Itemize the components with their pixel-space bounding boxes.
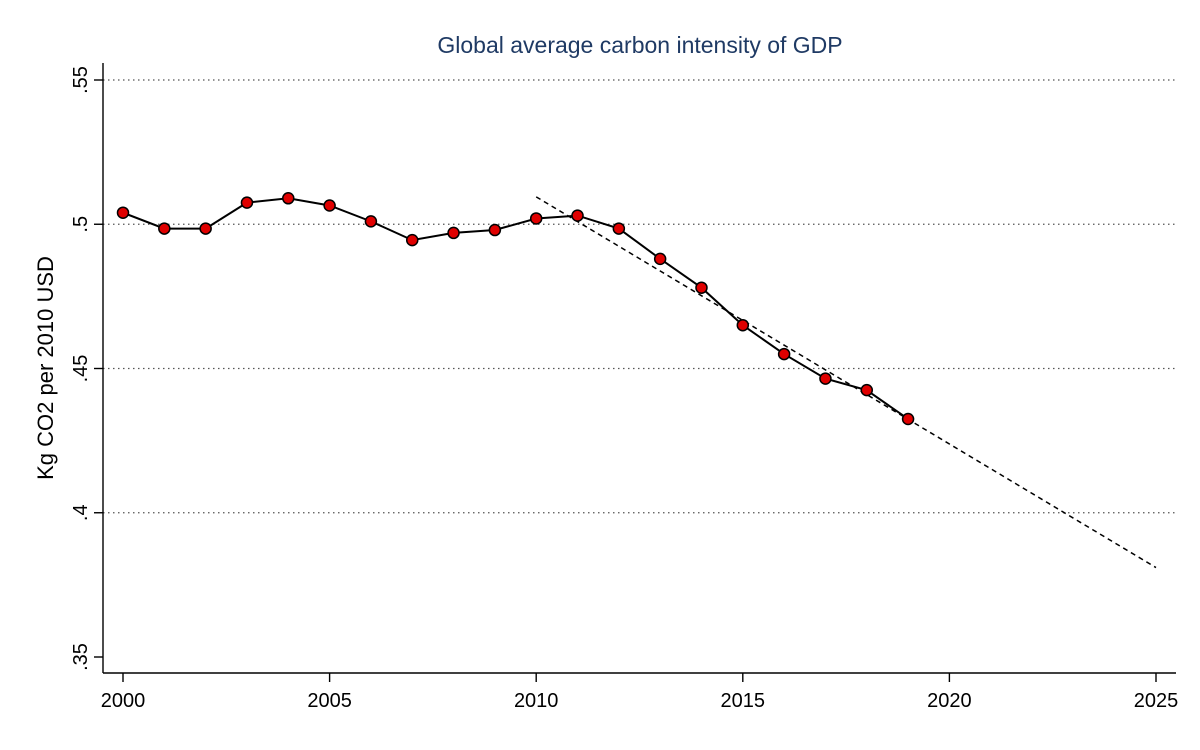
- data-point-2017: [819, 372, 832, 385]
- trend-line: [535, 196, 1157, 569]
- data-point-2000: [116, 206, 130, 219]
- data-point-2011: [571, 209, 584, 222]
- chart-title: Global average carbon intensity of GDP: [437, 32, 842, 58]
- data-point-2010: [529, 212, 543, 225]
- trend-layer: [535, 196, 1157, 569]
- data-point-2001: [158, 222, 171, 235]
- series-layer: [122, 197, 909, 420]
- y-axis-label: Kg CO2 per 2010 USD: [33, 256, 58, 480]
- x-tick-label-3: 2015: [721, 690, 766, 712]
- data-point-2005: [323, 199, 336, 212]
- data-point-2007: [405, 233, 419, 247]
- data-point-2019: [901, 412, 915, 426]
- x-tick-label-4: 2020: [927, 690, 972, 712]
- x-tick-label-5: 2025: [1134, 690, 1179, 712]
- data-point-2003: [240, 196, 254, 209]
- y-tick-label-4: .55: [70, 66, 92, 94]
- y-tick-label-1: .4: [70, 504, 92, 521]
- points-layer: [116, 192, 915, 426]
- data-point-2016: [777, 347, 791, 361]
- data-point-2015: [736, 318, 750, 332]
- x-tick-label-1: 2005: [307, 690, 352, 712]
- y-tick-label-2: .45: [70, 355, 92, 383]
- data-point-2008: [447, 226, 460, 240]
- data-point-2013: [653, 252, 667, 266]
- data-point-2002: [199, 222, 212, 235]
- data-point-2009: [488, 223, 502, 237]
- grid-layer: [103, 79, 1176, 514]
- data-point-2014: [695, 281, 708, 294]
- y-tick-label-0: .35: [70, 643, 92, 671]
- series-line-0: [122, 197, 909, 420]
- data-point-2004: [282, 192, 295, 205]
- axes-layer: .35 .4 .45 .5 .55 2000 2005 2010 2015 2020 2025: [70, 63, 1178, 712]
- x-tick-label-2: 2010: [514, 690, 559, 712]
- x-tick-label-0: 2000: [101, 690, 146, 712]
- data-point-2012: [612, 222, 626, 235]
- data-point-2018: [860, 383, 874, 397]
- data-point-2006: [364, 215, 378, 228]
- y-tick-label-3: .5: [70, 216, 92, 233]
